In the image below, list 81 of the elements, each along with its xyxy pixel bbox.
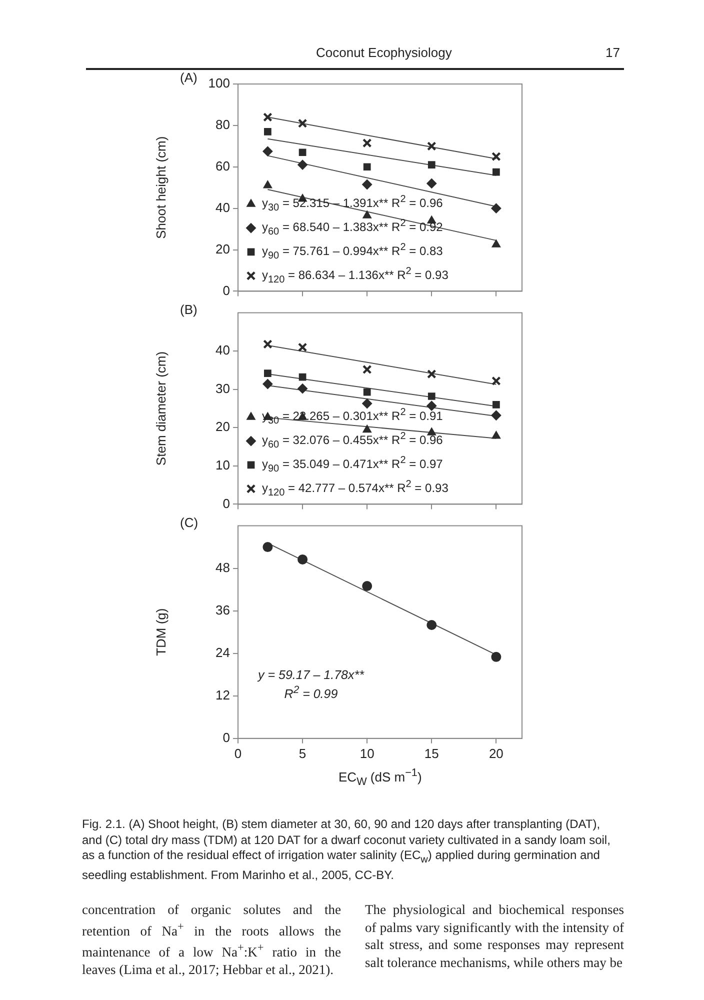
point bbox=[298, 160, 308, 170]
y-tick-label: 20 bbox=[216, 241, 230, 256]
point bbox=[427, 142, 436, 151]
y-tick-label: 80 bbox=[216, 117, 230, 132]
point bbox=[298, 384, 308, 394]
point bbox=[492, 240, 501, 248]
point bbox=[362, 398, 372, 409]
point bbox=[362, 179, 372, 190]
legend-label: y$_{120}$ = 86.634 – 1.136x** R$^{2}$ = 0.93 bbox=[262, 266, 448, 286]
x-tick-label: 20 bbox=[488, 746, 504, 761]
y-tick-label: 0 bbox=[222, 282, 230, 298]
point bbox=[263, 112, 272, 122]
y-axis-title: Shoot height (cm) bbox=[153, 136, 168, 239]
point bbox=[263, 340, 272, 349]
legend-label: y$_{90}$ = 35.049 – 0.471x** R$^{2}$ = 0.97 bbox=[262, 454, 443, 474]
chart-title: (A) bbox=[180, 70, 198, 85]
y-tick-label: 30 bbox=[216, 380, 230, 396]
point bbox=[298, 342, 308, 352]
point bbox=[363, 163, 371, 171]
point bbox=[492, 431, 501, 439]
text: Fig. 2.1. (A) Shoot height, (B) stem diameter at 30, 60, 90 and 120 days after transplanting (DAT), and (C) total dry mass (TDM) at 120 DAT for a dwarf coconut variety cultivated in a sandy loam soil, as a function of the residual effect of irrigation water salinity (EC$_{w}$) applied during germination and seedling establishment. From Marinho et al., 2005, CC-BY. bbox=[82, 817, 610, 882]
point bbox=[426, 178, 437, 188]
point bbox=[427, 428, 436, 436]
point bbox=[491, 203, 502, 214]
point bbox=[428, 392, 436, 400]
x-axis-title: EC$_{W}$ (dS m$^{−1}$) bbox=[338, 767, 422, 788]
point bbox=[426, 620, 437, 630]
point bbox=[362, 424, 372, 433]
point bbox=[362, 138, 372, 148]
point bbox=[363, 388, 371, 396]
point bbox=[298, 373, 306, 381]
chart-title: (C) bbox=[180, 515, 198, 530]
y-tick-label: 48 bbox=[216, 560, 230, 575]
point bbox=[492, 376, 501, 386]
point bbox=[298, 554, 308, 564]
y-tick-label: 10 bbox=[216, 458, 230, 472]
y-tick-label: 40 bbox=[216, 200, 230, 215]
x-tick-label: 10 bbox=[360, 746, 374, 761]
legend-label: y$_{120}$ = 42.777 – 0.574x** R$^{2}$ = 0.93 bbox=[262, 478, 448, 498]
legend-label: y$_{60}$ = 32.076 – 0.455x** R$^{2}$ = 0.96 bbox=[262, 431, 443, 450]
point bbox=[491, 410, 502, 420]
point bbox=[492, 400, 500, 408]
y-tick-label: 60 bbox=[216, 158, 230, 174]
point bbox=[262, 379, 273, 389]
text: 17 bbox=[606, 45, 620, 60]
point bbox=[428, 161, 436, 168]
point bbox=[426, 400, 437, 411]
y-tick-label: 0 bbox=[222, 730, 230, 745]
legend-label: y$_{90}$ = 75.761 – 0.994x** R$^{2}$ = 0.83 bbox=[262, 242, 443, 262]
y-axis-title: Stem diameter (cm) bbox=[153, 351, 168, 466]
y-tick-label: 12 bbox=[216, 687, 230, 702]
annotation: R$^{2}$ = 0.99 bbox=[283, 684, 339, 703]
point bbox=[362, 364, 372, 374]
point bbox=[491, 652, 502, 662]
point bbox=[263, 180, 272, 188]
point bbox=[362, 210, 372, 218]
point bbox=[298, 148, 306, 156]
text: concentration of organic solutes and the retention of Na$^{+}$ in the roots allows the maintenance of a low Na$^{+}$:K$^{+}$ ratio in the leaves (Lima et al., 2017; Hebbar et al., 2021). bbox=[82, 902, 342, 977]
point bbox=[264, 128, 272, 136]
y-tick-label: 36 bbox=[216, 602, 230, 618]
x-tick-label: 5 bbox=[298, 746, 306, 761]
y-tick-label: 100 bbox=[208, 76, 230, 91]
point bbox=[264, 370, 272, 377]
chart-title: (B) bbox=[180, 302, 198, 317]
x-tick-label: 15 bbox=[424, 746, 439, 761]
point bbox=[262, 542, 273, 552]
y-tick-label: 0 bbox=[222, 496, 230, 511]
y-tick-label: 24 bbox=[216, 644, 230, 660]
text: Coconut Ecophysiology bbox=[316, 45, 452, 60]
point bbox=[492, 152, 501, 162]
text: The physiological and biochemical responses of palms vary significantly with the intensity of salt stress, and some responses may represent salt tolerance mechanisms, while others may be bbox=[365, 901, 624, 972]
annotation: y = 59.17 – 1.78x** bbox=[258, 668, 364, 684]
point bbox=[262, 146, 273, 156]
point bbox=[492, 168, 500, 176]
point bbox=[298, 118, 308, 128]
y-tick-label: 20 bbox=[216, 419, 230, 434]
y-tick-label: 40 bbox=[216, 342, 230, 358]
point bbox=[427, 369, 436, 379]
point bbox=[362, 581, 372, 592]
x-tick-label: 0 bbox=[234, 746, 242, 761]
y-axis-title: TDM (g) bbox=[153, 608, 168, 656]
